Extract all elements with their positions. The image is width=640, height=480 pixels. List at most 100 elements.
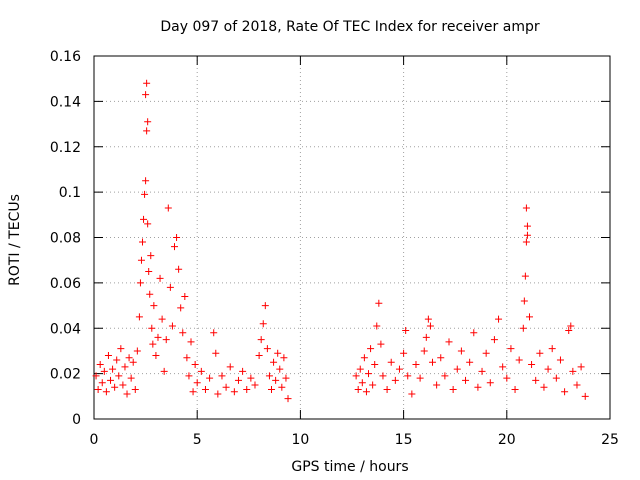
y-tick-label: 0.08 (50, 231, 81, 247)
data-point (453, 365, 461, 373)
data-point (520, 297, 528, 305)
y-tick-label: 0.14 (50, 94, 81, 110)
data-point (142, 177, 150, 185)
data-point (437, 354, 445, 362)
data-point (125, 354, 133, 362)
data-point (139, 238, 147, 246)
data-point (426, 322, 434, 330)
data-point (536, 349, 544, 357)
data-point (270, 358, 278, 366)
data-point (127, 374, 135, 382)
data-point (100, 367, 108, 375)
data-point (395, 365, 403, 373)
data-point (360, 354, 368, 362)
data-point (144, 118, 152, 126)
data-point (212, 349, 220, 357)
data-point (544, 365, 552, 373)
data-point (556, 356, 564, 364)
data-point (377, 340, 385, 348)
data-point (96, 361, 104, 369)
axis-ticks: 0 0.02 0.04 0.06 0.08 0.1 0.12 0.14 0.16 0 5 10 15 20… (50, 49, 619, 448)
data-point (499, 363, 507, 371)
data-point (136, 279, 144, 287)
data-point (424, 315, 432, 323)
data-point (565, 327, 573, 335)
data-point (243, 386, 251, 394)
data-point (133, 347, 141, 355)
data-point (259, 320, 267, 328)
data-point (523, 222, 531, 230)
data-point (522, 238, 530, 246)
data-point (152, 351, 160, 359)
data-point (210, 329, 218, 337)
data-point (519, 324, 527, 332)
data-point (222, 383, 230, 391)
data-point (156, 274, 164, 282)
y-tick-label: 0.06 (50, 276, 81, 292)
data-point (230, 388, 238, 396)
data-point (149, 340, 157, 348)
y-tick-label: 0.04 (50, 321, 81, 337)
data-point (449, 386, 457, 394)
data-point (251, 381, 259, 389)
data-point (168, 322, 176, 330)
data-point (383, 386, 391, 394)
data-point (183, 354, 191, 362)
data-point (523, 231, 531, 239)
data-point (280, 354, 288, 362)
data-point (265, 372, 273, 380)
data-point (486, 379, 494, 387)
data-point (402, 327, 410, 335)
data-point (365, 370, 373, 378)
data-point (226, 363, 234, 371)
data-point (274, 349, 282, 357)
data-point (367, 345, 375, 353)
data-point (94, 386, 102, 394)
data-point (433, 381, 441, 389)
data-point (140, 215, 148, 223)
data-point (191, 361, 199, 369)
data-point (371, 361, 379, 369)
data-point (166, 283, 174, 291)
data-point (162, 336, 170, 344)
data-point (145, 268, 153, 276)
y-tick-label: 0.02 (50, 367, 81, 383)
data-point (282, 374, 290, 382)
x-tick-label: 25 (601, 432, 619, 448)
data-points (92, 79, 589, 403)
chart-title: Day 097 of 2018, Rate Of TEC Index for r… (160, 19, 539, 35)
data-point (143, 127, 151, 135)
data-point (117, 345, 125, 353)
data-point (379, 372, 387, 380)
data-point (540, 383, 548, 391)
data-point (511, 386, 519, 394)
data-point (445, 338, 453, 346)
data-point (462, 376, 470, 384)
data-point (490, 336, 498, 344)
y-tick-label: 0.1 (59, 185, 81, 201)
data-point (470, 329, 478, 337)
data-point (201, 386, 209, 394)
data-point (135, 313, 143, 321)
data-point (358, 379, 366, 387)
data-point (422, 333, 430, 341)
data-point (352, 372, 360, 380)
data-point (141, 190, 149, 198)
y-axis-label: ROTI / TECUs (7, 194, 23, 286)
data-point (104, 351, 112, 359)
data-point (129, 358, 137, 366)
data-point (164, 204, 172, 212)
data-point (113, 356, 121, 364)
data-point (239, 367, 247, 375)
data-point (552, 374, 560, 382)
data-point (507, 345, 515, 353)
data-point (197, 367, 205, 375)
data-point (387, 358, 395, 366)
x-tick-label: 0 (90, 432, 99, 448)
data-point (150, 302, 158, 310)
data-point (261, 302, 269, 310)
data-point (147, 252, 155, 260)
data-point (218, 372, 226, 380)
data-point (478, 367, 486, 375)
